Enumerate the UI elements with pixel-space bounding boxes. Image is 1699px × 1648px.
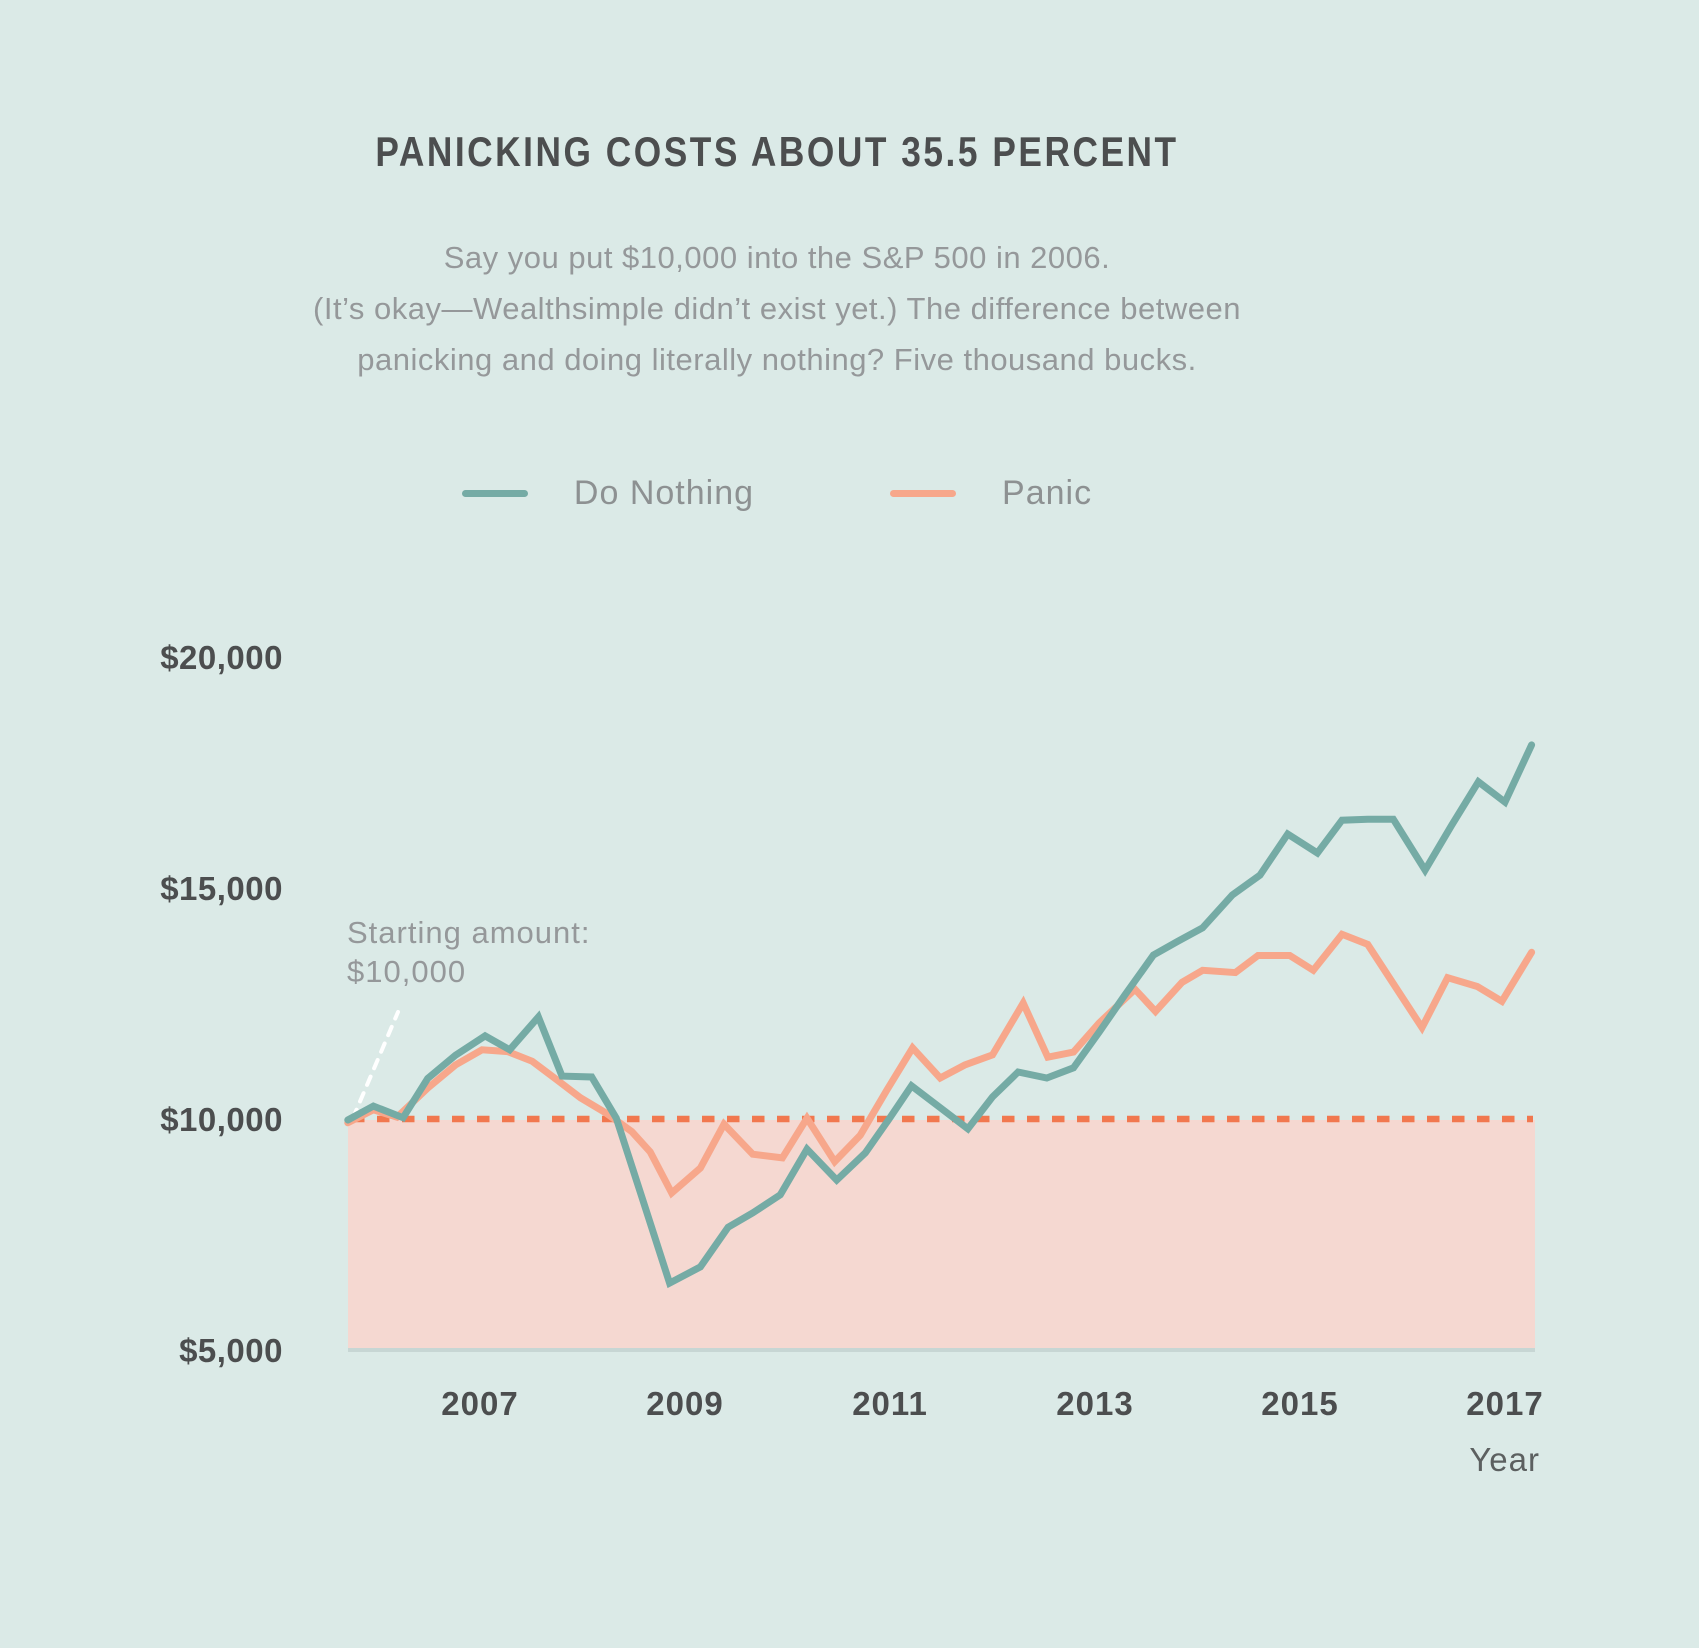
y-tick-label: $20,000 [160,639,283,676]
x-tick-label: 2011 [852,1385,928,1422]
shaded-area-bottom-edge [348,1348,1535,1352]
chart-subtitle-line-2: (It’s okay—Wealthsimple didn’t exist yet… [313,291,1241,326]
panic-shortfall-area [348,1120,1535,1348]
chart-title: PANICKING COSTS ABOUT 35.5 PERCENT [375,128,1179,175]
starting-amount-annotation: Starting amount: $10,000 [347,913,590,991]
do-nothing-line [344,741,1536,1289]
legend-label: Do Nothing [573,473,755,512]
chart-subtitle-line-1: Say you put $10,000 into the S&P 500 in … [443,240,1111,275]
y-tick-label: $5,000 [179,1332,283,1369]
y-tick-label: $15,000 [160,870,283,907]
x-axis-title: Year [1469,1441,1540,1478]
chart-subtitle-line-3: panicking and doing literally nothing? F… [357,342,1197,377]
legend-entry-do-nothing: Do Nothing [461,473,755,513]
x-tick-label: 2009 [646,1385,724,1422]
annotation-line-2: $10,000 [347,954,467,989]
x-tick-label: 2017 [1466,1385,1544,1422]
legend: Do Nothing Panic [0,470,1554,516]
legend-label: Panic [1002,473,1093,512]
annotation-pointer-line [351,1010,400,1120]
y-tick-label: $10,000 [160,1101,283,1138]
x-tick-label: 2007 [441,1385,519,1422]
x-tick-label: 2015 [1261,1385,1339,1422]
legend-swatch-icon [890,489,957,497]
annotation-line-1: Starting amount: [347,915,591,950]
x-tick-label: 2013 [1056,1385,1134,1422]
legend-swatch-icon [461,489,528,497]
legend-entry-panic: Panic [890,474,1092,513]
panic-line [344,930,1536,1199]
